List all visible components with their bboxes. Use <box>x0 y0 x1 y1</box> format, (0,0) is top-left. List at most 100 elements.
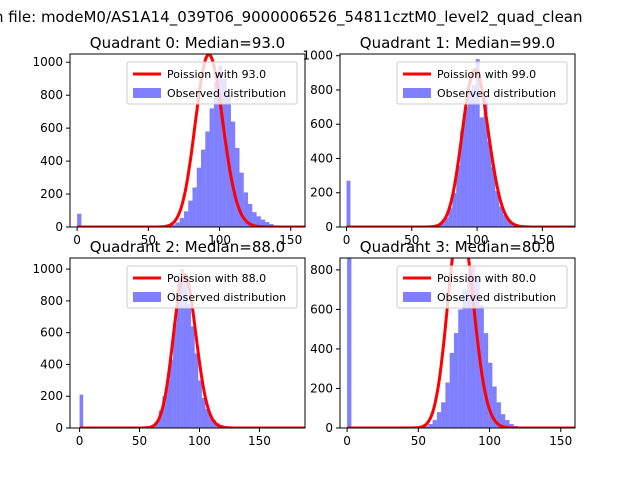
histogram-bar <box>483 333 489 428</box>
chart-quadrant-3: 0 50 100 150 0 200 400 600 800 Quadrant 3: Median… <box>310 238 576 448</box>
histogram-bar <box>505 420 510 428</box>
x-tick-label: 50 <box>411 434 426 448</box>
y-tick-label: 200 <box>40 187 63 201</box>
x-tick-label: 150 <box>531 233 554 247</box>
y-tick-label: 400 <box>40 357 63 371</box>
histogram-bar <box>347 258 352 428</box>
legend-box <box>396 265 568 309</box>
legend-label-poisson: Poission with 80.0 <box>437 272 536 285</box>
x-tick-label: 0 <box>343 434 351 448</box>
histogram-bar <box>466 273 472 428</box>
legend-label-poisson: Poission with 88.0 <box>167 272 266 285</box>
histogram-bar <box>428 424 433 428</box>
poisson-curve <box>346 68 575 227</box>
histogram-bar <box>248 203 253 227</box>
histogram-bar <box>205 408 210 428</box>
histogram-bar <box>464 107 468 227</box>
legend-label-observed: Observed distribution <box>437 291 556 304</box>
histogram-bar <box>158 410 163 428</box>
histogram-bar <box>162 396 166 428</box>
histogram-bar <box>243 192 249 227</box>
histogram-bar <box>491 167 496 227</box>
y-tick-label: 1000 <box>302 49 333 63</box>
legend-label-observed: Observed distribution <box>167 87 286 100</box>
legend-swatch-observed <box>403 88 431 98</box>
y-tick-label: 600 <box>310 302 333 316</box>
histogram-bar <box>209 108 214 227</box>
histogram-bar <box>179 217 184 227</box>
histogram-bar <box>496 402 501 428</box>
histogram-bar <box>173 323 177 428</box>
x-tick-label: 100 <box>188 434 211 448</box>
y-tick-label: 600 <box>40 326 63 340</box>
x-tick-label: 150 <box>549 434 572 448</box>
y-tick-label: 800 <box>310 263 333 277</box>
y-tick-label: 0 <box>55 421 63 435</box>
histogram-bar <box>171 224 176 227</box>
legend-swatch-observed <box>403 292 431 302</box>
histogram-bar <box>449 352 454 428</box>
histogram-bar <box>458 309 463 428</box>
figure-title-text: n file: modeM0/AS1A14_039T06_9000006526_… <box>0 8 583 26</box>
histogram-bar <box>471 84 476 227</box>
histogram-bar <box>218 65 223 227</box>
histogram-bar <box>448 208 453 227</box>
histogram-bar <box>209 415 213 428</box>
axes-frame <box>339 257 576 429</box>
histogram-bar <box>487 141 492 227</box>
histogram-bar <box>201 149 206 227</box>
histogram-bar <box>230 121 236 227</box>
legend-swatch-observed <box>133 292 161 302</box>
histogram-bar <box>169 359 174 428</box>
legend-box <box>396 61 568 105</box>
y-tick-label: 600 <box>40 121 63 135</box>
histogram-bar <box>500 414 506 428</box>
histogram-bar <box>235 147 240 227</box>
y-tick-label: 400 <box>40 154 63 168</box>
y-tick-label: 200 <box>310 186 333 200</box>
histogram-bar <box>499 206 504 227</box>
histogram-bar <box>488 362 493 428</box>
y-tick-label: 200 <box>40 389 63 403</box>
y-tick-label: 400 <box>310 342 333 356</box>
histogram-bar <box>432 420 437 428</box>
histogram-bar <box>445 382 450 428</box>
chart-quadrant-1: 0 50 100 150 0 200 400 600 800 1000 Quadrant 1: Me… <box>302 34 576 247</box>
x-tick-label: 50 <box>404 233 419 247</box>
axes-frame <box>69 257 306 429</box>
x-tick-label: 50 <box>132 434 147 448</box>
x-tick-label: 0 <box>76 434 84 448</box>
histogram-bar <box>222 78 227 227</box>
histogram-bar <box>155 421 159 428</box>
y-tick-label: 0 <box>55 220 63 234</box>
axes-frame <box>339 53 576 228</box>
histogram-bar <box>452 192 457 227</box>
histogram-bar <box>213 82 219 227</box>
plot-area <box>346 59 575 227</box>
y-tick-label: 600 <box>310 117 333 131</box>
histogram-bar <box>471 265 476 428</box>
histogram-bar <box>462 289 467 428</box>
histogram-bar <box>424 426 429 428</box>
y-tick-label: 1000 <box>32 55 63 69</box>
y-tick-label: 0 <box>325 421 333 435</box>
histogram-bar <box>509 424 514 428</box>
histogram-bar <box>441 402 446 428</box>
histogram-bar <box>191 326 195 428</box>
x-tick-label: 150 <box>279 233 302 247</box>
legend-box <box>126 61 298 105</box>
histogram-bar <box>256 216 261 227</box>
chart-title: Quadrant 2: Median=88.0 <box>90 238 285 256</box>
histogram-bar <box>492 386 497 428</box>
x-tick-label: 100 <box>208 233 231 247</box>
histogram-bar <box>183 211 189 227</box>
x-tick-label: 100 <box>466 233 489 247</box>
x-tick-label: 0 <box>343 233 351 247</box>
histogram-bar <box>346 180 351 227</box>
chart-title: Quadrant 3: Median=80.0 <box>360 238 555 256</box>
legend-label-observed: Observed distribution <box>167 291 286 304</box>
histogram-bar <box>79 394 84 428</box>
histogram-bar <box>475 59 480 227</box>
histogram-bar <box>176 280 181 428</box>
legend-label-poisson: Poission with 93.0 <box>167 68 266 81</box>
